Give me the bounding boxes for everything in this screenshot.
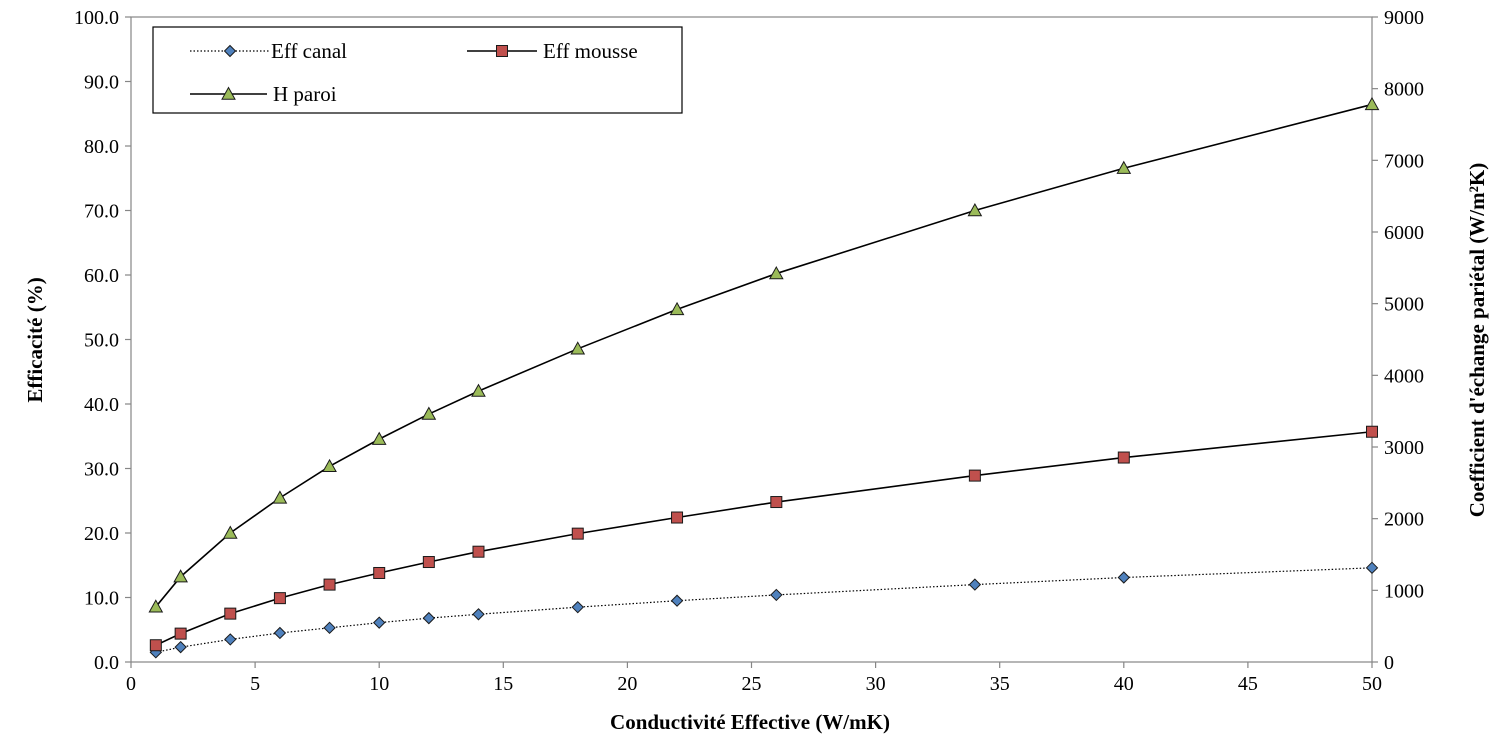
- y2-tick-label: 6000: [1384, 222, 1424, 244]
- data-point: [669, 301, 685, 316]
- y2-tick-label: 0: [1384, 652, 1394, 674]
- x-tick-label: 10: [369, 673, 389, 695]
- legend-label: H paroi: [273, 82, 337, 106]
- legend-marker: [496, 45, 508, 57]
- plot-frame: [130, 16, 1373, 663]
- legend-marker: [223, 44, 237, 58]
- x-tick-label: 25: [742, 673, 762, 695]
- data-point: [273, 592, 286, 605]
- y-tick-label: 40.0: [84, 394, 119, 416]
- x-tick-label: 50: [1362, 673, 1382, 695]
- y-tick-label: 0.0: [94, 652, 119, 674]
- legend-entry: Eff mousse: [467, 39, 638, 63]
- data-point: [273, 626, 287, 640]
- data-point: [222, 525, 238, 539]
- data-point: [471, 383, 486, 397]
- data-point: [671, 511, 684, 524]
- y-tick-label: 60.0: [84, 265, 119, 287]
- x-tick-label: 35: [990, 673, 1010, 695]
- data-point: [968, 469, 981, 482]
- y2-tick-label: 8000: [1384, 79, 1424, 101]
- legend-label: Eff mousse: [543, 39, 638, 63]
- legend-box: [152, 26, 683, 114]
- data-point: [272, 490, 288, 504]
- x-tick-label: 20: [617, 673, 637, 695]
- data-point: [422, 611, 436, 625]
- data-point: [323, 578, 336, 591]
- series-line: [155, 430, 1373, 646]
- plot-area: [130, 16, 1373, 663]
- x-tick-label: 15: [493, 673, 513, 695]
- data-point: [174, 627, 187, 640]
- data-point: [371, 431, 387, 445]
- x-tick-label: 45: [1238, 673, 1258, 695]
- y-tick-label: 30.0: [84, 459, 119, 481]
- data-point: [1366, 425, 1378, 438]
- series-line: [155, 567, 1373, 653]
- data-point: [421, 406, 437, 420]
- data-point: [173, 569, 188, 583]
- y2-tick-label: 1000: [1384, 580, 1424, 602]
- data-point: [770, 588, 783, 602]
- series-h-paroi: [148, 96, 1380, 613]
- data-point: [224, 607, 237, 620]
- y-tick-label: 50.0: [84, 330, 119, 352]
- data-point: [670, 594, 684, 607]
- data-point: [768, 266, 784, 280]
- data-point: [770, 496, 783, 509]
- data-point: [422, 556, 435, 569]
- data-point: [1117, 451, 1130, 464]
- y2-tick-label: 2000: [1384, 509, 1424, 531]
- data-point: [472, 608, 485, 621]
- ticks-layer: 0 5 10 15 20 25 30 35 40 45 50 0.0 10.0 20.0 30.0 40.0 5…: [74, 7, 1424, 695]
- legend-entry: H paroi: [190, 82, 337, 106]
- data-point: [372, 616, 386, 629]
- series-eff-canal: [149, 561, 1379, 659]
- y-tick-label: 10.0: [84, 588, 119, 610]
- y-tick-label: 100.0: [74, 7, 119, 29]
- data-point: [148, 599, 164, 613]
- data-point: [322, 458, 337, 473]
- data-point: [224, 633, 237, 646]
- y2-tick-label: 7000: [1384, 150, 1424, 172]
- data-point: [1116, 160, 1132, 174]
- series-layer: [148, 96, 1380, 659]
- data-point: [1364, 96, 1380, 111]
- legend-marker: [221, 86, 236, 100]
- legend-entry: Eff canal: [190, 39, 347, 63]
- y2-axis-title: Coefficient d'échange pariétal (W/m²K): [1465, 163, 1489, 517]
- data-point: [570, 341, 586, 355]
- series-line: [155, 103, 1373, 608]
- data-point: [1365, 561, 1379, 575]
- data-point: [571, 527, 584, 540]
- y-tick-label: 20.0: [84, 523, 119, 545]
- y2-tick-label: 3000: [1384, 437, 1424, 459]
- y2-tick-label: 4000: [1384, 365, 1424, 387]
- data-point: [373, 566, 386, 579]
- x-tick-label: 40: [1114, 673, 1134, 695]
- data-point: [323, 621, 336, 635]
- legend: Eff canal Eff mousse H paroi: [152, 26, 683, 114]
- y2-tick-label: 5000: [1384, 294, 1424, 316]
- y-tick-label: 80.0: [84, 136, 119, 158]
- x-tick-label: 0: [126, 673, 136, 695]
- x-axis-title: Conductivité Effective (W/mK): [610, 710, 890, 734]
- data-point: [571, 600, 584, 614]
- series-eff-mousse: [149, 425, 1378, 652]
- data-point: [1117, 571, 1131, 584]
- data-point: [149, 639, 162, 652]
- data-point: [472, 545, 485, 558]
- data-point: [174, 640, 187, 654]
- y2-tick-label: 9000: [1384, 7, 1424, 29]
- y-axis-title: Efficacité (%): [23, 277, 47, 402]
- legend-label: Eff canal: [271, 39, 347, 63]
- data-point: [968, 578, 982, 591]
- y-tick-label: 90.0: [84, 72, 119, 94]
- y-tick-label: 70.0: [84, 201, 119, 223]
- x-tick-label: 5: [250, 673, 260, 695]
- data-point: [967, 202, 983, 217]
- x-tick-label: 30: [866, 673, 886, 695]
